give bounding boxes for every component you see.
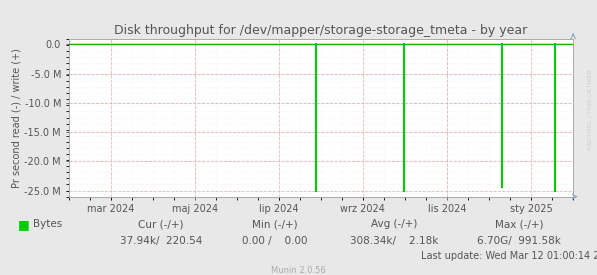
Text: Munin 2.0.56: Munin 2.0.56 (271, 266, 326, 274)
Text: 0.00 /    0.00: 0.00 / 0.00 (242, 236, 307, 246)
Text: 6.70G/  991.58k: 6.70G/ 991.58k (478, 236, 561, 246)
Text: Min (-/+): Min (-/+) (252, 219, 297, 229)
Text: ■: ■ (18, 218, 30, 231)
Title: Disk throughput for /dev/mapper/storage-storage_tmeta - by year: Disk throughput for /dev/mapper/storage-… (114, 24, 528, 37)
Text: Max (-/+): Max (-/+) (495, 219, 544, 229)
Y-axis label: Pr second read (-) / write (+): Pr second read (-) / write (+) (11, 48, 21, 188)
Text: Last update: Wed Mar 12 01:00:14 2025: Last update: Wed Mar 12 01:00:14 2025 (421, 251, 597, 261)
Text: Bytes: Bytes (33, 219, 62, 229)
Text: RRDTOOL / TOBI OETIKER: RRDTOOL / TOBI OETIKER (587, 70, 592, 150)
Text: Cur (-/+): Cur (-/+) (139, 219, 184, 229)
Text: Avg (-/+): Avg (-/+) (371, 219, 417, 229)
Text: 37.94k/  220.54: 37.94k/ 220.54 (120, 236, 202, 246)
Text: 308.34k/    2.18k: 308.34k/ 2.18k (350, 236, 438, 246)
